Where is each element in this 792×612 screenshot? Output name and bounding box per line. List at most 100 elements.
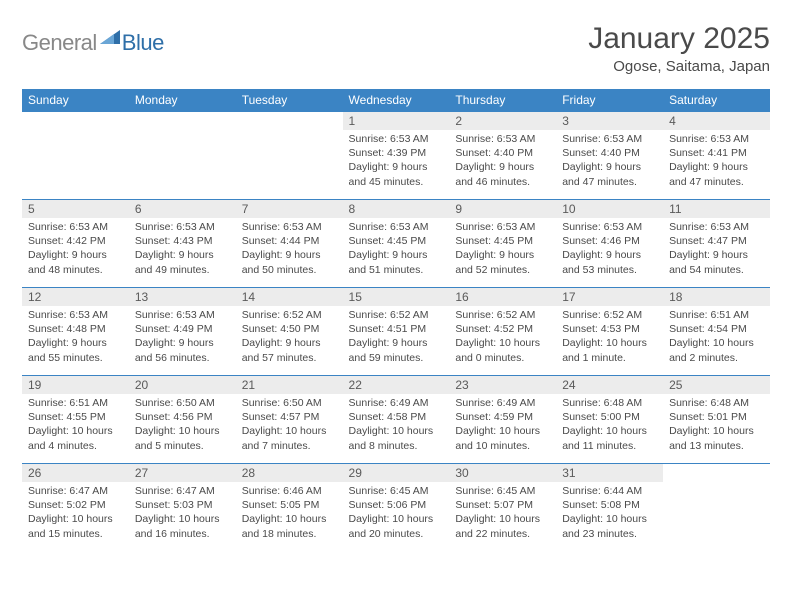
day-number: 4	[663, 112, 770, 130]
calendar-day-cell: 30Sunrise: 6:45 AMSunset: 5:07 PMDayligh…	[449, 464, 556, 552]
title-block: January 2025 Ogose, Saitama, Japan	[588, 22, 770, 75]
day-number: 16	[449, 288, 556, 306]
day-number: 2	[449, 112, 556, 130]
calendar-day-cell: 25Sunrise: 6:48 AMSunset: 5:01 PMDayligh…	[663, 376, 770, 464]
weekday-header: Thursday	[449, 89, 556, 112]
day-details: Sunrise: 6:52 AMSunset: 4:50 PMDaylight:…	[236, 306, 343, 369]
weekday-header-row: SundayMondayTuesdayWednesdayThursdayFrid…	[22, 89, 770, 112]
day-details: Sunrise: 6:53 AMSunset: 4:43 PMDaylight:…	[129, 218, 236, 281]
calendar-day-cell: 17Sunrise: 6:52 AMSunset: 4:53 PMDayligh…	[556, 288, 663, 376]
calendar-day-cell: 7Sunrise: 6:53 AMSunset: 4:44 PMDaylight…	[236, 200, 343, 288]
day-number: 6	[129, 200, 236, 218]
day-details: Sunrise: 6:53 AMSunset: 4:44 PMDaylight:…	[236, 218, 343, 281]
day-details: Sunrise: 6:49 AMSunset: 4:58 PMDaylight:…	[343, 394, 450, 457]
calendar-day-cell: 10Sunrise: 6:53 AMSunset: 4:46 PMDayligh…	[556, 200, 663, 288]
calendar-day-cell: 4Sunrise: 6:53 AMSunset: 4:41 PMDaylight…	[663, 112, 770, 200]
day-details: Sunrise: 6:53 AMSunset: 4:45 PMDaylight:…	[449, 218, 556, 281]
calendar-day-cell: 9Sunrise: 6:53 AMSunset: 4:45 PMDaylight…	[449, 200, 556, 288]
calendar-day-cell: 13Sunrise: 6:53 AMSunset: 4:49 PMDayligh…	[129, 288, 236, 376]
calendar-day-cell	[129, 112, 236, 200]
day-details: Sunrise: 6:51 AMSunset: 4:54 PMDaylight:…	[663, 306, 770, 369]
logo-text-blue: Blue	[122, 30, 164, 56]
day-number: 9	[449, 200, 556, 218]
calendar-day-cell: 3Sunrise: 6:53 AMSunset: 4:40 PMDaylight…	[556, 112, 663, 200]
logo: General Blue	[22, 28, 164, 57]
day-number: 28	[236, 464, 343, 482]
day-number: 26	[22, 464, 129, 482]
calendar-day-cell	[663, 464, 770, 552]
calendar-day-cell	[236, 112, 343, 200]
day-details: Sunrise: 6:45 AMSunset: 5:06 PMDaylight:…	[343, 482, 450, 545]
day-number: 5	[22, 200, 129, 218]
day-details: Sunrise: 6:53 AMSunset: 4:45 PMDaylight:…	[343, 218, 450, 281]
day-details: Sunrise: 6:53 AMSunset: 4:41 PMDaylight:…	[663, 130, 770, 193]
day-number: 10	[556, 200, 663, 218]
weekday-header: Friday	[556, 89, 663, 112]
day-number: 31	[556, 464, 663, 482]
day-details: Sunrise: 6:51 AMSunset: 4:55 PMDaylight:…	[22, 394, 129, 457]
day-number: 8	[343, 200, 450, 218]
month-title: January 2025	[588, 22, 770, 56]
day-number: 20	[129, 376, 236, 394]
weekday-header: Saturday	[663, 89, 770, 112]
day-number: 7	[236, 200, 343, 218]
calendar-day-cell: 14Sunrise: 6:52 AMSunset: 4:50 PMDayligh…	[236, 288, 343, 376]
day-number: 17	[556, 288, 663, 306]
calendar-day-cell: 29Sunrise: 6:45 AMSunset: 5:06 PMDayligh…	[343, 464, 450, 552]
weekday-header: Tuesday	[236, 89, 343, 112]
day-number: 27	[129, 464, 236, 482]
day-details: Sunrise: 6:53 AMSunset: 4:42 PMDaylight:…	[22, 218, 129, 281]
calendar-day-cell: 16Sunrise: 6:52 AMSunset: 4:52 PMDayligh…	[449, 288, 556, 376]
logo-triangle-icon	[100, 28, 120, 49]
location: Ogose, Saitama, Japan	[588, 58, 770, 75]
calendar-week-row: 19Sunrise: 6:51 AMSunset: 4:55 PMDayligh…	[22, 376, 770, 464]
day-details: Sunrise: 6:52 AMSunset: 4:52 PMDaylight:…	[449, 306, 556, 369]
day-details: Sunrise: 6:50 AMSunset: 4:56 PMDaylight:…	[129, 394, 236, 457]
day-details: Sunrise: 6:47 AMSunset: 5:02 PMDaylight:…	[22, 482, 129, 545]
day-details: Sunrise: 6:48 AMSunset: 5:01 PMDaylight:…	[663, 394, 770, 457]
day-details: Sunrise: 6:52 AMSunset: 4:51 PMDaylight:…	[343, 306, 450, 369]
calendar-day-cell: 28Sunrise: 6:46 AMSunset: 5:05 PMDayligh…	[236, 464, 343, 552]
day-details: Sunrise: 6:53 AMSunset: 4:40 PMDaylight:…	[556, 130, 663, 193]
day-number: 19	[22, 376, 129, 394]
day-number: 24	[556, 376, 663, 394]
day-details: Sunrise: 6:48 AMSunset: 5:00 PMDaylight:…	[556, 394, 663, 457]
calendar-day-cell: 5Sunrise: 6:53 AMSunset: 4:42 PMDaylight…	[22, 200, 129, 288]
calendar-day-cell: 24Sunrise: 6:48 AMSunset: 5:00 PMDayligh…	[556, 376, 663, 464]
calendar-day-cell: 11Sunrise: 6:53 AMSunset: 4:47 PMDayligh…	[663, 200, 770, 288]
day-number: 29	[343, 464, 450, 482]
calendar-day-cell: 23Sunrise: 6:49 AMSunset: 4:59 PMDayligh…	[449, 376, 556, 464]
calendar-day-cell: 12Sunrise: 6:53 AMSunset: 4:48 PMDayligh…	[22, 288, 129, 376]
day-details: Sunrise: 6:46 AMSunset: 5:05 PMDaylight:…	[236, 482, 343, 545]
calendar-day-cell: 26Sunrise: 6:47 AMSunset: 5:02 PMDayligh…	[22, 464, 129, 552]
calendar-week-row: 26Sunrise: 6:47 AMSunset: 5:02 PMDayligh…	[22, 464, 770, 552]
day-number: 21	[236, 376, 343, 394]
calendar-week-row: 1Sunrise: 6:53 AMSunset: 4:39 PMDaylight…	[22, 112, 770, 200]
day-details: Sunrise: 6:52 AMSunset: 4:53 PMDaylight:…	[556, 306, 663, 369]
day-number: 18	[663, 288, 770, 306]
day-number: 11	[663, 200, 770, 218]
weekday-header: Wednesday	[343, 89, 450, 112]
logo-text-general: General	[22, 30, 97, 56]
day-details: Sunrise: 6:53 AMSunset: 4:47 PMDaylight:…	[663, 218, 770, 281]
day-number: 22	[343, 376, 450, 394]
day-details: Sunrise: 6:50 AMSunset: 4:57 PMDaylight:…	[236, 394, 343, 457]
calendar-day-cell: 27Sunrise: 6:47 AMSunset: 5:03 PMDayligh…	[129, 464, 236, 552]
calendar-day-cell: 15Sunrise: 6:52 AMSunset: 4:51 PMDayligh…	[343, 288, 450, 376]
calendar-day-cell	[22, 112, 129, 200]
day-details: Sunrise: 6:53 AMSunset: 4:48 PMDaylight:…	[22, 306, 129, 369]
calendar-week-row: 12Sunrise: 6:53 AMSunset: 4:48 PMDayligh…	[22, 288, 770, 376]
day-number: 25	[663, 376, 770, 394]
day-details: Sunrise: 6:47 AMSunset: 5:03 PMDaylight:…	[129, 482, 236, 545]
day-number: 1	[343, 112, 450, 130]
header: General Blue January 2025 Ogose, Saitama…	[22, 22, 770, 75]
calendar-day-cell: 2Sunrise: 6:53 AMSunset: 4:40 PMDaylight…	[449, 112, 556, 200]
calendar-day-cell: 6Sunrise: 6:53 AMSunset: 4:43 PMDaylight…	[129, 200, 236, 288]
calendar-day-cell: 22Sunrise: 6:49 AMSunset: 4:58 PMDayligh…	[343, 376, 450, 464]
calendar-day-cell: 8Sunrise: 6:53 AMSunset: 4:45 PMDaylight…	[343, 200, 450, 288]
day-details: Sunrise: 6:44 AMSunset: 5:08 PMDaylight:…	[556, 482, 663, 545]
day-details: Sunrise: 6:53 AMSunset: 4:46 PMDaylight:…	[556, 218, 663, 281]
calendar-day-cell: 19Sunrise: 6:51 AMSunset: 4:55 PMDayligh…	[22, 376, 129, 464]
day-number: 23	[449, 376, 556, 394]
calendar-table: SundayMondayTuesdayWednesdayThursdayFrid…	[22, 89, 770, 552]
